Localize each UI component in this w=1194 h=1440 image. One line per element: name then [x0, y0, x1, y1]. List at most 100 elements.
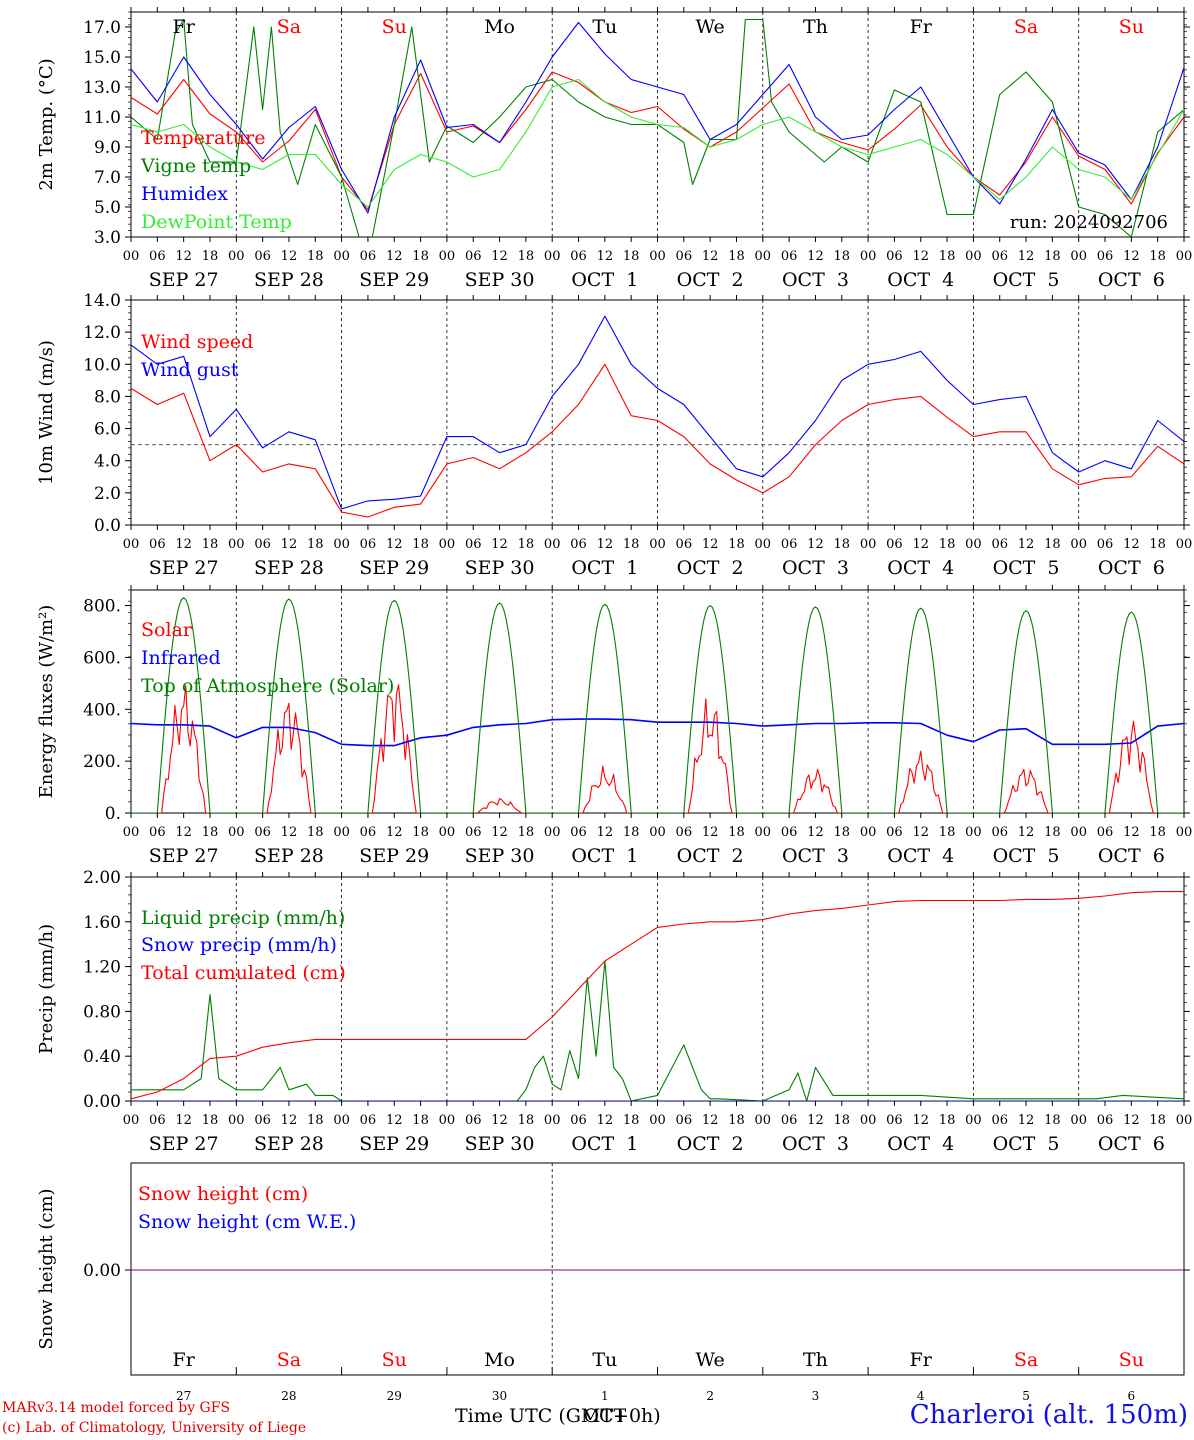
- model-credit: MARv3.14 model forced by GFS: [2, 1400, 231, 1416]
- day-number-label: 1: [601, 1389, 609, 1403]
- x-tick-label: 06: [886, 825, 903, 840]
- date-label: OCT 6: [1098, 269, 1165, 291]
- x-tick-label: 18: [307, 537, 324, 552]
- x-tick-label: 12: [912, 249, 929, 264]
- series-line: [131, 18, 1184, 237]
- date-label: SEP 27: [149, 557, 219, 579]
- x-tick-label: 18: [1044, 249, 1061, 264]
- panel-3: 0. 200. 400. 600. 800. Energy fluxes (W/m²) So…: [36, 585, 1192, 867]
- x-tick-label: 06: [254, 1113, 271, 1128]
- series-group: [131, 315, 1184, 518]
- weekday-label: Fr: [173, 16, 196, 38]
- x-tick-label: 00: [544, 825, 561, 840]
- y-axis-label: 10m Wind (m/s): [36, 340, 57, 485]
- date-label: SEP 30: [465, 269, 535, 291]
- x-tick-label: 18: [623, 1113, 640, 1128]
- series-line: [131, 363, 1184, 518]
- weekday-label: Sa: [1014, 1349, 1038, 1371]
- date-label: OCT 4: [887, 557, 954, 579]
- x-tick-label: 12: [702, 249, 719, 264]
- date-label: SEP 28: [254, 845, 324, 867]
- x-tick-label: 06: [886, 249, 903, 264]
- y-tick-label: 200.: [83, 752, 121, 772]
- x-tick-label: 12: [1018, 537, 1035, 552]
- weekday-label: Mo: [484, 16, 515, 38]
- x-tick-label: 06: [781, 825, 798, 840]
- day-number-label: 27: [176, 1389, 191, 1403]
- x-tick-label: 00: [1070, 825, 1087, 840]
- x-tick-label: 12: [175, 537, 192, 552]
- x-tick-label: 12: [912, 825, 929, 840]
- x-tick-label: 18: [1044, 537, 1061, 552]
- y-tick-label: 3.0: [94, 228, 121, 248]
- legend-entry: Snow height (cm): [138, 1183, 308, 1205]
- lab-credit: (c) Lab. of Climatology, University of L…: [2, 1420, 307, 1436]
- x-tick-label: 12: [1018, 1113, 1035, 1128]
- x-tick-label: 12: [281, 825, 298, 840]
- weekday-label: Su: [382, 1349, 407, 1371]
- x-tick-label: 12: [175, 825, 192, 840]
- y-tick-label: 0.00: [83, 1261, 121, 1281]
- x-tick-label: 12: [597, 537, 614, 552]
- x-tick-label: 06: [149, 1113, 166, 1128]
- x-tick-label: 00: [123, 249, 140, 264]
- y-tick-label: 11.0: [83, 108, 121, 128]
- y-tick-label: 6.0: [94, 420, 121, 440]
- date-label: SEP 27: [149, 845, 219, 867]
- series-group: [131, 891, 1184, 1101]
- y-tick-label: 0.40: [83, 1047, 121, 1067]
- x-tick-label: 06: [676, 537, 693, 552]
- date-label: OCT 1: [571, 845, 638, 867]
- x-tick-label: 00: [123, 537, 140, 552]
- x-tick-label: 18: [202, 1113, 219, 1128]
- legend-entry: Wind gust: [141, 359, 239, 381]
- month-label: OCT: [583, 1405, 626, 1427]
- x-tick-label: 12: [281, 1113, 298, 1128]
- panel-frame: [130, 589, 1185, 814]
- x-tick-label: 06: [254, 537, 271, 552]
- weekday-label: Su: [382, 16, 407, 38]
- day-number-label: 4: [917, 1389, 925, 1403]
- x-tick-label: 00: [439, 537, 456, 552]
- legend-entry: Total cumulated (cm): [141, 962, 346, 984]
- date-label: SEP 27: [149, 1133, 219, 1155]
- x-tick-label: 18: [518, 825, 535, 840]
- date-label: OCT 2: [677, 269, 744, 291]
- date-label: SEP 28: [254, 269, 324, 291]
- x-tick-label: 06: [991, 249, 1008, 264]
- x-tick-label: 18: [518, 1113, 535, 1128]
- x-tick-label: 00: [860, 249, 877, 264]
- x-tick-label: 12: [491, 537, 508, 552]
- x-tick-label: 00: [649, 249, 666, 264]
- x-tick-label: 18: [202, 249, 219, 264]
- x-tick-label: 18: [1044, 825, 1061, 840]
- y-tick-label: 2.00: [83, 868, 121, 888]
- x-tick-label: 00: [439, 249, 456, 264]
- series-group: [131, 597, 1184, 813]
- y-tick-label: 600.: [83, 648, 121, 668]
- x-tick-label: 00: [333, 537, 350, 552]
- legend-entry: Vigne temp: [140, 155, 251, 177]
- panel-2: 0.0 2.0 4.0 6.0 8.0 10.0 12.0 14.0 10m Wind (m/s…: [36, 291, 1192, 579]
- y-tick-label: 0.: [105, 804, 121, 824]
- x-tick-label: 06: [1097, 537, 1114, 552]
- x-tick-label: 00: [123, 825, 140, 840]
- date-label: OCT 5: [993, 557, 1060, 579]
- x-tick-label: 00: [228, 1113, 245, 1128]
- panel-4: 0.00 0.40 0.80 1.20 1.60 2.00 Precip (mm/h) Liq…: [36, 868, 1192, 1155]
- series-line: [131, 960, 1184, 1101]
- y-tick-label: 5.0: [94, 198, 121, 218]
- y-axis-label: Snow height (cm): [36, 1188, 57, 1349]
- x-tick-label: 06: [149, 537, 166, 552]
- x-tick-label: 18: [307, 1113, 324, 1128]
- date-label: SEP 29: [359, 845, 429, 867]
- y-tick-label: 800.: [83, 597, 121, 617]
- weekday-label: Th: [803, 16, 828, 38]
- y-tick-label: 0.80: [83, 1002, 121, 1022]
- day-number-label: 29: [387, 1389, 402, 1403]
- x-tick-label: 12: [597, 249, 614, 264]
- x-tick-label: 12: [912, 1113, 929, 1128]
- x-tick-label: 18: [518, 537, 535, 552]
- day-number-label: 28: [281, 1389, 296, 1403]
- x-tick-label: 06: [886, 1113, 903, 1128]
